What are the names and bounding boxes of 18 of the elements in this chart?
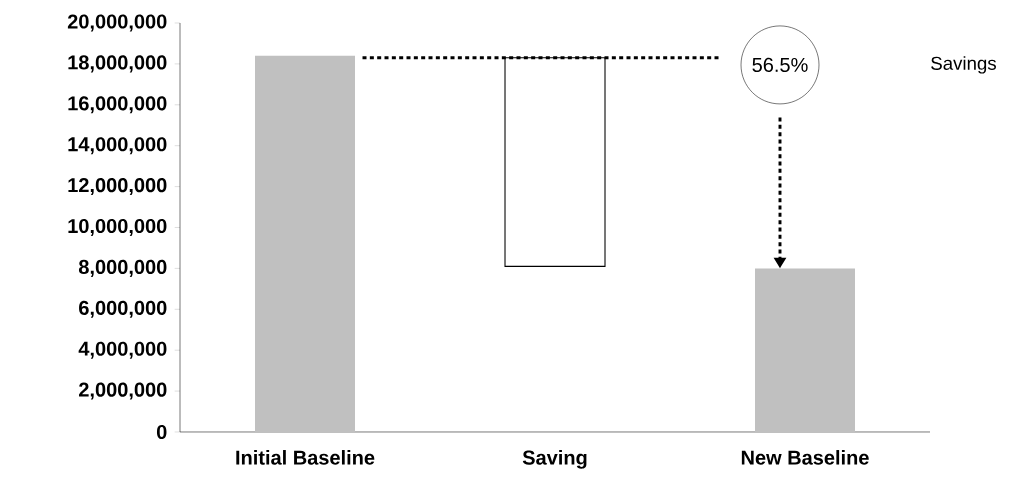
y-tick-label: 8,000,000 xyxy=(78,259,167,277)
y-tick-label: 4,000,000 xyxy=(78,341,167,359)
y-tick-label: 10,000,000 xyxy=(68,218,167,237)
x-tick-label: Initial Baseline xyxy=(236,450,375,465)
y-tick-label: 18,000,000 xyxy=(68,55,167,73)
y-tick-label: 20,000,000 xyxy=(67,14,167,32)
y-tick-label: 14,000,000 xyxy=(68,137,167,155)
text: Savings xyxy=(931,56,996,74)
x-tick-label: New Baseline xyxy=(741,450,869,465)
annotation: 56.5% xyxy=(752,57,808,72)
y-tick-label: 12,000,000 xyxy=(68,178,167,196)
y-tick-label: 2,000,000 xyxy=(79,382,167,400)
y-tick-label: 0 xyxy=(156,424,167,440)
y-tick-label: 6,000,000 xyxy=(79,300,167,318)
x-tick-label: Saving xyxy=(522,450,587,469)
bar xyxy=(255,55,356,432)
y-tick-label: 16,000,000 xyxy=(68,96,167,114)
bar xyxy=(755,268,855,432)
